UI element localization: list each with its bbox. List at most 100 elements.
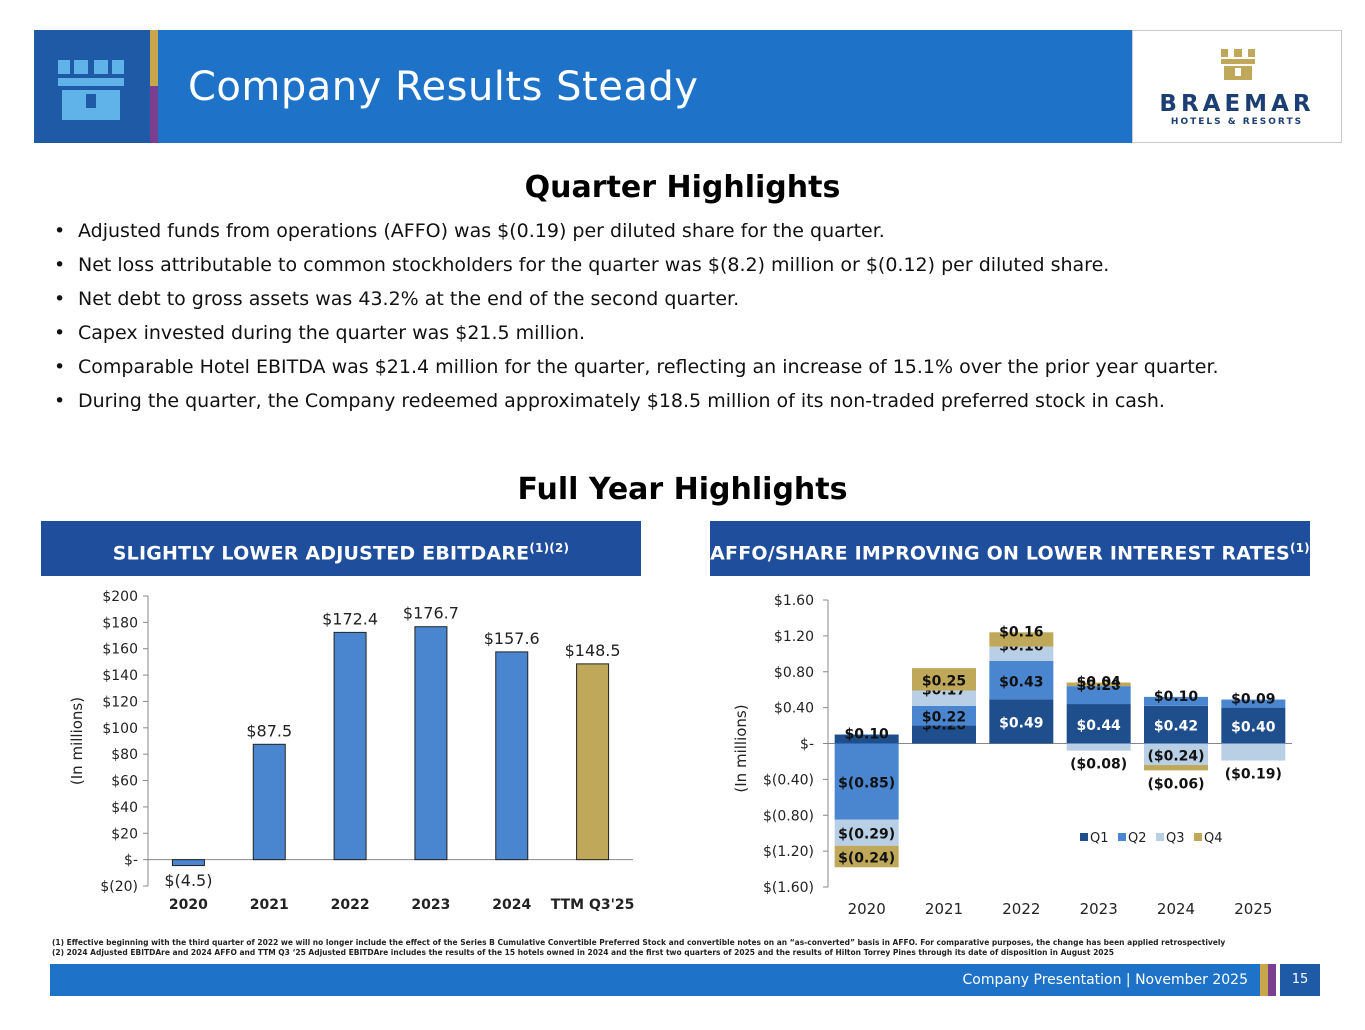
title-band — [158, 30, 1132, 143]
bullet-text: Comparable Hotel EBITDA was $21.4 millio… — [78, 356, 1219, 378]
segment-value-label: $0.25 — [922, 673, 966, 689]
affo-q2-segment — [912, 705, 976, 726]
footer-text: Company Presentation | November 2025 — [962, 972, 1248, 988]
bullet-text: Net debt to gross assets was 43.2% at th… — [78, 288, 740, 310]
y-tick-label: $1.60 — [774, 593, 814, 609]
affo-q1-segment — [912, 725, 976, 744]
x-category-label: 2024 — [492, 897, 531, 913]
y-tick-label: $(20) — [100, 879, 138, 895]
bullet-dot-icon: • — [54, 356, 66, 378]
affo-q4-segment — [834, 845, 899, 868]
slide-header: Company Results Steady BRAEMAR HOTELS & … — [34, 30, 1342, 143]
segment-value-label: $0.16 — [999, 624, 1043, 640]
affo-q3-segment — [1066, 743, 1131, 751]
brand-subtitle: HOTELS & RESORTS — [1170, 117, 1304, 127]
x-category-label: 2020 — [848, 900, 886, 918]
segment-value-label: ($0.19) — [1225, 767, 1282, 783]
bullet-item: • Net loss attributable to common stockho… — [54, 252, 1344, 286]
bar-value-label: $87.5 — [246, 721, 292, 740]
bullet-dot-icon: • — [54, 390, 66, 412]
x-category-label: 2021 — [250, 897, 289, 913]
y-tick-label: $0.40 — [774, 701, 814, 717]
affo-q3-segment — [834, 819, 899, 846]
y-tick-label: $1.20 — [774, 629, 814, 645]
affo-header-text: AFFO/SHARE IMPROVING ON LOWER INTEREST R… — [710, 542, 1290, 565]
segment-value-label: $(0.85) — [838, 776, 895, 792]
y-axis-label: (In millions) — [68, 697, 86, 785]
y-tick-label: $(1.60) — [763, 880, 814, 896]
x-category-label: 2020 — [169, 897, 208, 913]
segment-value-label: $0.10 — [1154, 689, 1199, 705]
y-tick-label: $100 — [102, 721, 138, 737]
y-tick-label: $- — [800, 737, 814, 753]
affo-q2-segment — [989, 660, 1054, 700]
y-tick-label: $160 — [102, 642, 138, 658]
affo-q3-segment — [989, 646, 1054, 661]
x-category-label: 2023 — [1080, 900, 1118, 918]
bullet-text: During the quarter, the Company redeemed… — [78, 390, 1165, 412]
ebitda-bar — [171, 859, 205, 867]
affo-q3-segment — [912, 690, 976, 706]
bar-value-label: $148.5 — [565, 641, 621, 660]
x-category-label: 2023 — [411, 897, 450, 913]
bullet-item: • During the quarter, the Company redeeme… — [54, 388, 1344, 422]
y-tick-label: $200 — [102, 589, 138, 605]
affo-q4-segment — [1066, 682, 1131, 687]
ebitda-bar — [414, 626, 448, 861]
y-tick-label: $(0.80) — [763, 808, 814, 824]
affo-q3-segment — [1221, 743, 1286, 761]
y-tick-label: $80 — [111, 747, 138, 763]
bullet-text: Capex invested during the quarter was $2… — [78, 322, 585, 344]
x-category-label: 2021 — [925, 900, 963, 918]
bullet-item: • Adjusted funds from operations (AFFO) w… — [54, 218, 1344, 252]
affo-q1-segment — [834, 734, 899, 744]
affo-q4-segment — [989, 632, 1054, 647]
segment-value-label: ($0.24) — [1147, 748, 1204, 764]
affo-q1-segment — [1221, 707, 1286, 744]
affo-q1-segment — [989, 699, 1054, 744]
affo-q1-segment — [1066, 704, 1131, 744]
ebitda-bar-chart: $(20) $- $20 $40 $60 $80 $100 $120 $140 $160 $180 $… — [68, 589, 635, 913]
x-category-label: 2022 — [1002, 900, 1040, 918]
bullet-text: Net loss attributable to common stockhol… — [78, 254, 1110, 276]
x-category-label: TTM Q3'25 — [551, 897, 635, 913]
y-axis-label: (In millions) — [732, 704, 750, 792]
affo-stacked-bar-chart: $(1.60) $(1.20) $(0.80) $(0.40) $- $0.40 $0.80… — [732, 593, 1292, 918]
affo-q1-segment — [1144, 705, 1208, 744]
legend-label: Q2 — [1128, 831, 1147, 846]
affo-chart-header: AFFO/SHARE IMPROVING ON LOWER INTEREST R… — [710, 521, 1310, 615]
segment-value-label: $0.42 — [1154, 719, 1198, 735]
bar-value-label: $172.4 — [322, 609, 378, 628]
legend-label: Q1 — [1090, 831, 1109, 846]
affo-q2-segment — [834, 743, 899, 820]
quarter-bullet-list: • Adjusted funds from operations (AFFO) w… — [54, 218, 1344, 422]
footer-bar: Company Presentation | November 2025 — [50, 964, 1260, 996]
affo-q4-segment — [912, 668, 976, 691]
affo-q4-segment — [1144, 765, 1208, 771]
legend-swatch — [1118, 833, 1126, 841]
legend-swatch — [1156, 833, 1164, 841]
bullet-item: • Net debt to gross assets was 43.2% at t… — [54, 286, 1344, 320]
x-category-label: 2024 — [1157, 900, 1195, 918]
legend-swatch — [1194, 833, 1202, 841]
segment-value-label: ($0.08) — [1070, 757, 1127, 773]
braemar-logo: BRAEMAR HOTELS & RESORTS — [1132, 30, 1342, 143]
bullet-dot-icon: • — [54, 288, 66, 310]
bar-value-label: $157.6 — [484, 629, 540, 648]
y-tick-label: $40 — [111, 800, 138, 816]
footnotes: (1) Effective beginning with the third q… — [52, 938, 1225, 958]
x-category-label: 2025 — [1234, 900, 1272, 918]
y-tick-label: $(1.20) — [763, 844, 814, 860]
bullet-dot-icon: • — [54, 220, 66, 242]
gold-stripe — [150, 30, 158, 86]
bullet-text: Adjusted funds from operations (AFFO) wa… — [78, 220, 885, 242]
ebitda-bar — [576, 663, 610, 861]
tower-icon — [1221, 49, 1255, 80]
affo-header-footnote: (1)(2) — [1000, 541, 1310, 616]
legend-label: Q3 — [1166, 831, 1185, 846]
y-tick-label: $(0.40) — [763, 772, 814, 788]
segment-value-label: ($0.06) — [1147, 776, 1204, 792]
bullet-dot-icon: • — [54, 254, 66, 276]
castle-logo-box — [34, 30, 150, 143]
ebitda-header-text: SLIGHTLY LOWER ADJUSTED EBITDARE — [112, 542, 530, 565]
